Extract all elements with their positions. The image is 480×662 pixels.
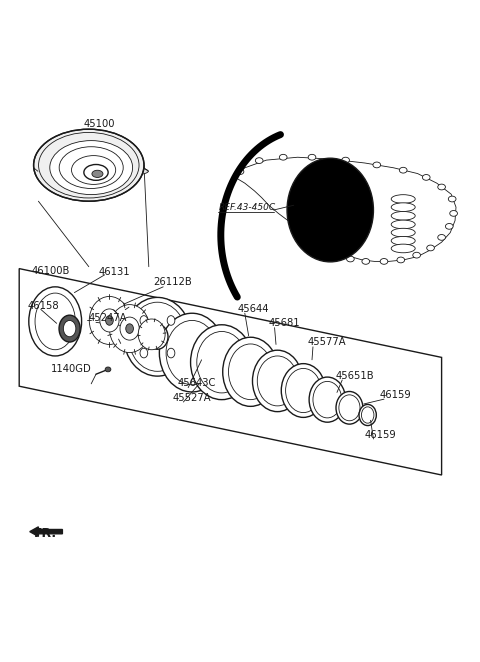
- Ellipse shape: [228, 344, 273, 400]
- Ellipse shape: [359, 404, 376, 426]
- Ellipse shape: [319, 243, 326, 248]
- Ellipse shape: [59, 315, 80, 342]
- Text: 1140GD: 1140GD: [50, 364, 91, 374]
- Ellipse shape: [105, 367, 111, 372]
- Text: 46100B: 46100B: [31, 266, 70, 276]
- Ellipse shape: [257, 356, 298, 406]
- Text: 26112B: 26112B: [154, 277, 192, 287]
- Ellipse shape: [391, 228, 415, 237]
- Ellipse shape: [166, 320, 218, 385]
- Text: 46158: 46158: [28, 301, 60, 311]
- Ellipse shape: [445, 224, 453, 229]
- Ellipse shape: [92, 170, 103, 177]
- Text: FR.: FR.: [34, 528, 57, 540]
- Polygon shape: [235, 158, 456, 261]
- Ellipse shape: [391, 220, 415, 229]
- Ellipse shape: [287, 158, 373, 262]
- Polygon shape: [19, 269, 442, 475]
- Ellipse shape: [342, 158, 349, 163]
- Ellipse shape: [281, 363, 325, 418]
- Text: 46131: 46131: [98, 267, 130, 277]
- Ellipse shape: [126, 324, 133, 334]
- Ellipse shape: [380, 259, 388, 264]
- Ellipse shape: [147, 324, 168, 350]
- Ellipse shape: [422, 175, 430, 180]
- Ellipse shape: [309, 377, 346, 422]
- Ellipse shape: [106, 316, 113, 325]
- Ellipse shape: [129, 302, 186, 371]
- Ellipse shape: [35, 293, 75, 350]
- Ellipse shape: [448, 196, 456, 202]
- Text: 45681: 45681: [269, 318, 300, 328]
- Ellipse shape: [279, 154, 287, 160]
- Ellipse shape: [89, 297, 130, 344]
- Ellipse shape: [120, 317, 139, 340]
- Ellipse shape: [255, 158, 263, 164]
- Ellipse shape: [84, 164, 108, 180]
- Ellipse shape: [397, 257, 405, 263]
- Text: 45577A: 45577A: [307, 338, 346, 348]
- Ellipse shape: [286, 369, 321, 412]
- Ellipse shape: [391, 244, 415, 253]
- Text: 45644: 45644: [238, 304, 269, 314]
- Text: 46159: 46159: [365, 430, 396, 440]
- Ellipse shape: [197, 332, 247, 393]
- Ellipse shape: [59, 147, 123, 189]
- Ellipse shape: [391, 195, 415, 203]
- Ellipse shape: [332, 252, 340, 257]
- Text: 46159: 46159: [379, 390, 411, 401]
- FancyArrow shape: [30, 527, 62, 536]
- Ellipse shape: [167, 316, 175, 325]
- Ellipse shape: [391, 203, 415, 211]
- Ellipse shape: [124, 297, 191, 376]
- Ellipse shape: [153, 331, 162, 342]
- Ellipse shape: [450, 211, 457, 216]
- Ellipse shape: [191, 325, 253, 400]
- Ellipse shape: [38, 165, 148, 177]
- Ellipse shape: [100, 309, 119, 332]
- Ellipse shape: [362, 259, 370, 264]
- Ellipse shape: [167, 348, 175, 358]
- Ellipse shape: [72, 156, 116, 185]
- Ellipse shape: [336, 391, 363, 424]
- Ellipse shape: [391, 211, 415, 220]
- Ellipse shape: [399, 167, 407, 173]
- Ellipse shape: [236, 169, 244, 175]
- Ellipse shape: [339, 395, 360, 421]
- Ellipse shape: [140, 316, 148, 325]
- Ellipse shape: [438, 234, 445, 240]
- Ellipse shape: [313, 381, 342, 418]
- Ellipse shape: [29, 287, 82, 356]
- Ellipse shape: [438, 184, 445, 190]
- Text: 45651B: 45651B: [336, 371, 374, 381]
- Ellipse shape: [63, 320, 76, 337]
- Ellipse shape: [308, 154, 316, 160]
- Ellipse shape: [413, 252, 420, 258]
- Ellipse shape: [307, 234, 315, 240]
- Ellipse shape: [373, 162, 381, 167]
- Ellipse shape: [223, 337, 278, 406]
- Ellipse shape: [138, 319, 165, 350]
- Ellipse shape: [252, 350, 302, 412]
- Ellipse shape: [361, 407, 374, 423]
- Ellipse shape: [391, 236, 415, 245]
- Text: 45643C: 45643C: [178, 378, 216, 388]
- Ellipse shape: [347, 256, 354, 262]
- Ellipse shape: [140, 348, 148, 358]
- Text: 45100: 45100: [84, 119, 116, 129]
- Ellipse shape: [427, 245, 434, 251]
- Ellipse shape: [109, 305, 150, 353]
- Ellipse shape: [296, 226, 304, 232]
- Text: 45527A: 45527A: [173, 393, 211, 402]
- Text: REF.43-450C: REF.43-450C: [218, 203, 276, 212]
- Ellipse shape: [159, 313, 225, 392]
- Ellipse shape: [34, 129, 144, 201]
- Ellipse shape: [50, 140, 132, 195]
- Text: 45247A: 45247A: [89, 313, 127, 324]
